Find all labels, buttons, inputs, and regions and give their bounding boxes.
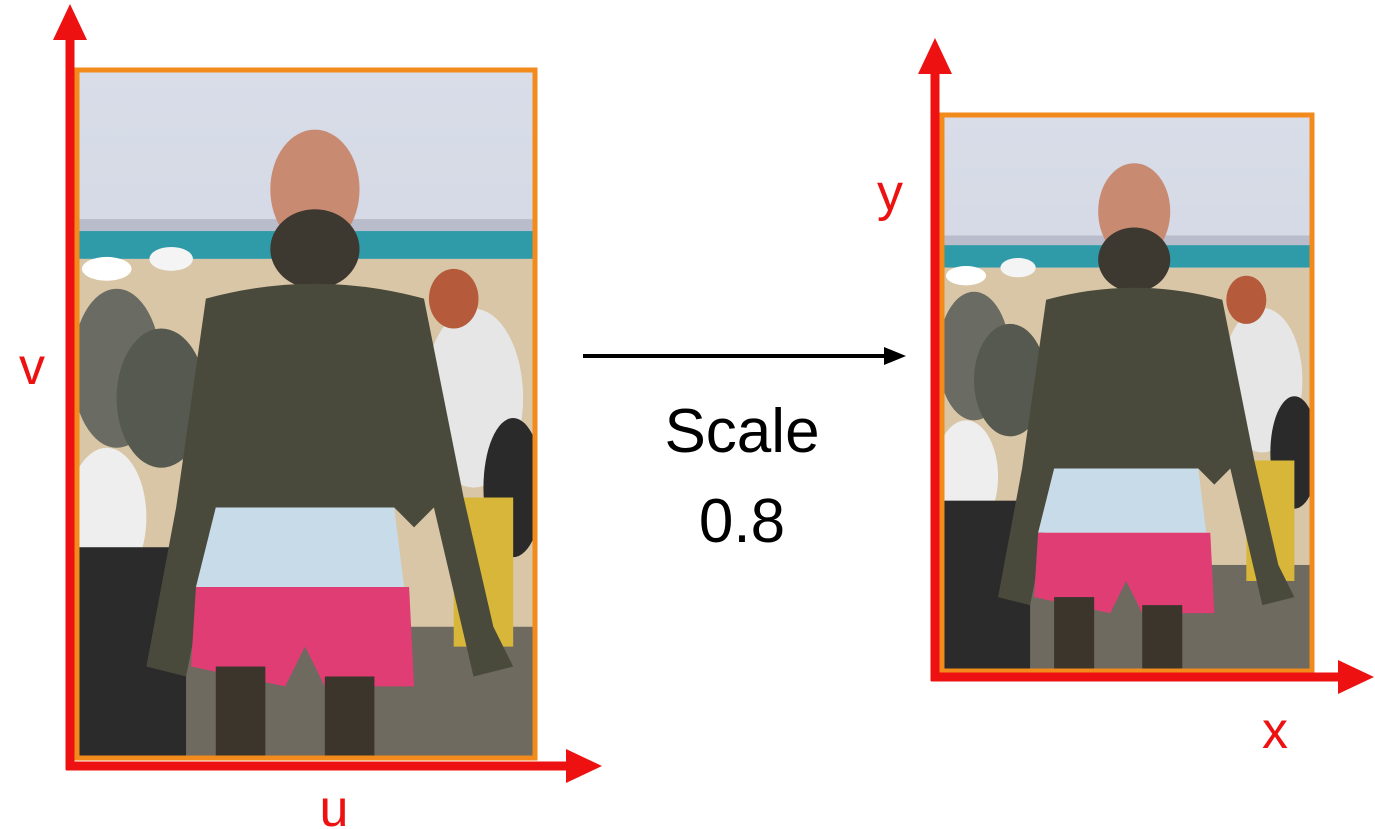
arrowhead [566, 749, 602, 783]
axis-label: y [877, 164, 903, 222]
transform-label: Scale [664, 397, 819, 466]
scale-factor: 0.8 [699, 487, 785, 556]
arrowhead [918, 38, 952, 74]
right-axes [918, 38, 1374, 694]
arrowhead [53, 4, 87, 40]
image-border [939, 112, 1315, 674]
axis-label: v [19, 338, 45, 396]
axis-label: u [320, 780, 349, 829]
source-image [77, 70, 535, 758]
scaled-image [942, 115, 1312, 671]
arrowhead [1338, 660, 1374, 694]
axis-label: x [1262, 702, 1288, 760]
image-border [74, 67, 538, 761]
left-axes [53, 4, 602, 783]
arrowhead [884, 347, 906, 365]
